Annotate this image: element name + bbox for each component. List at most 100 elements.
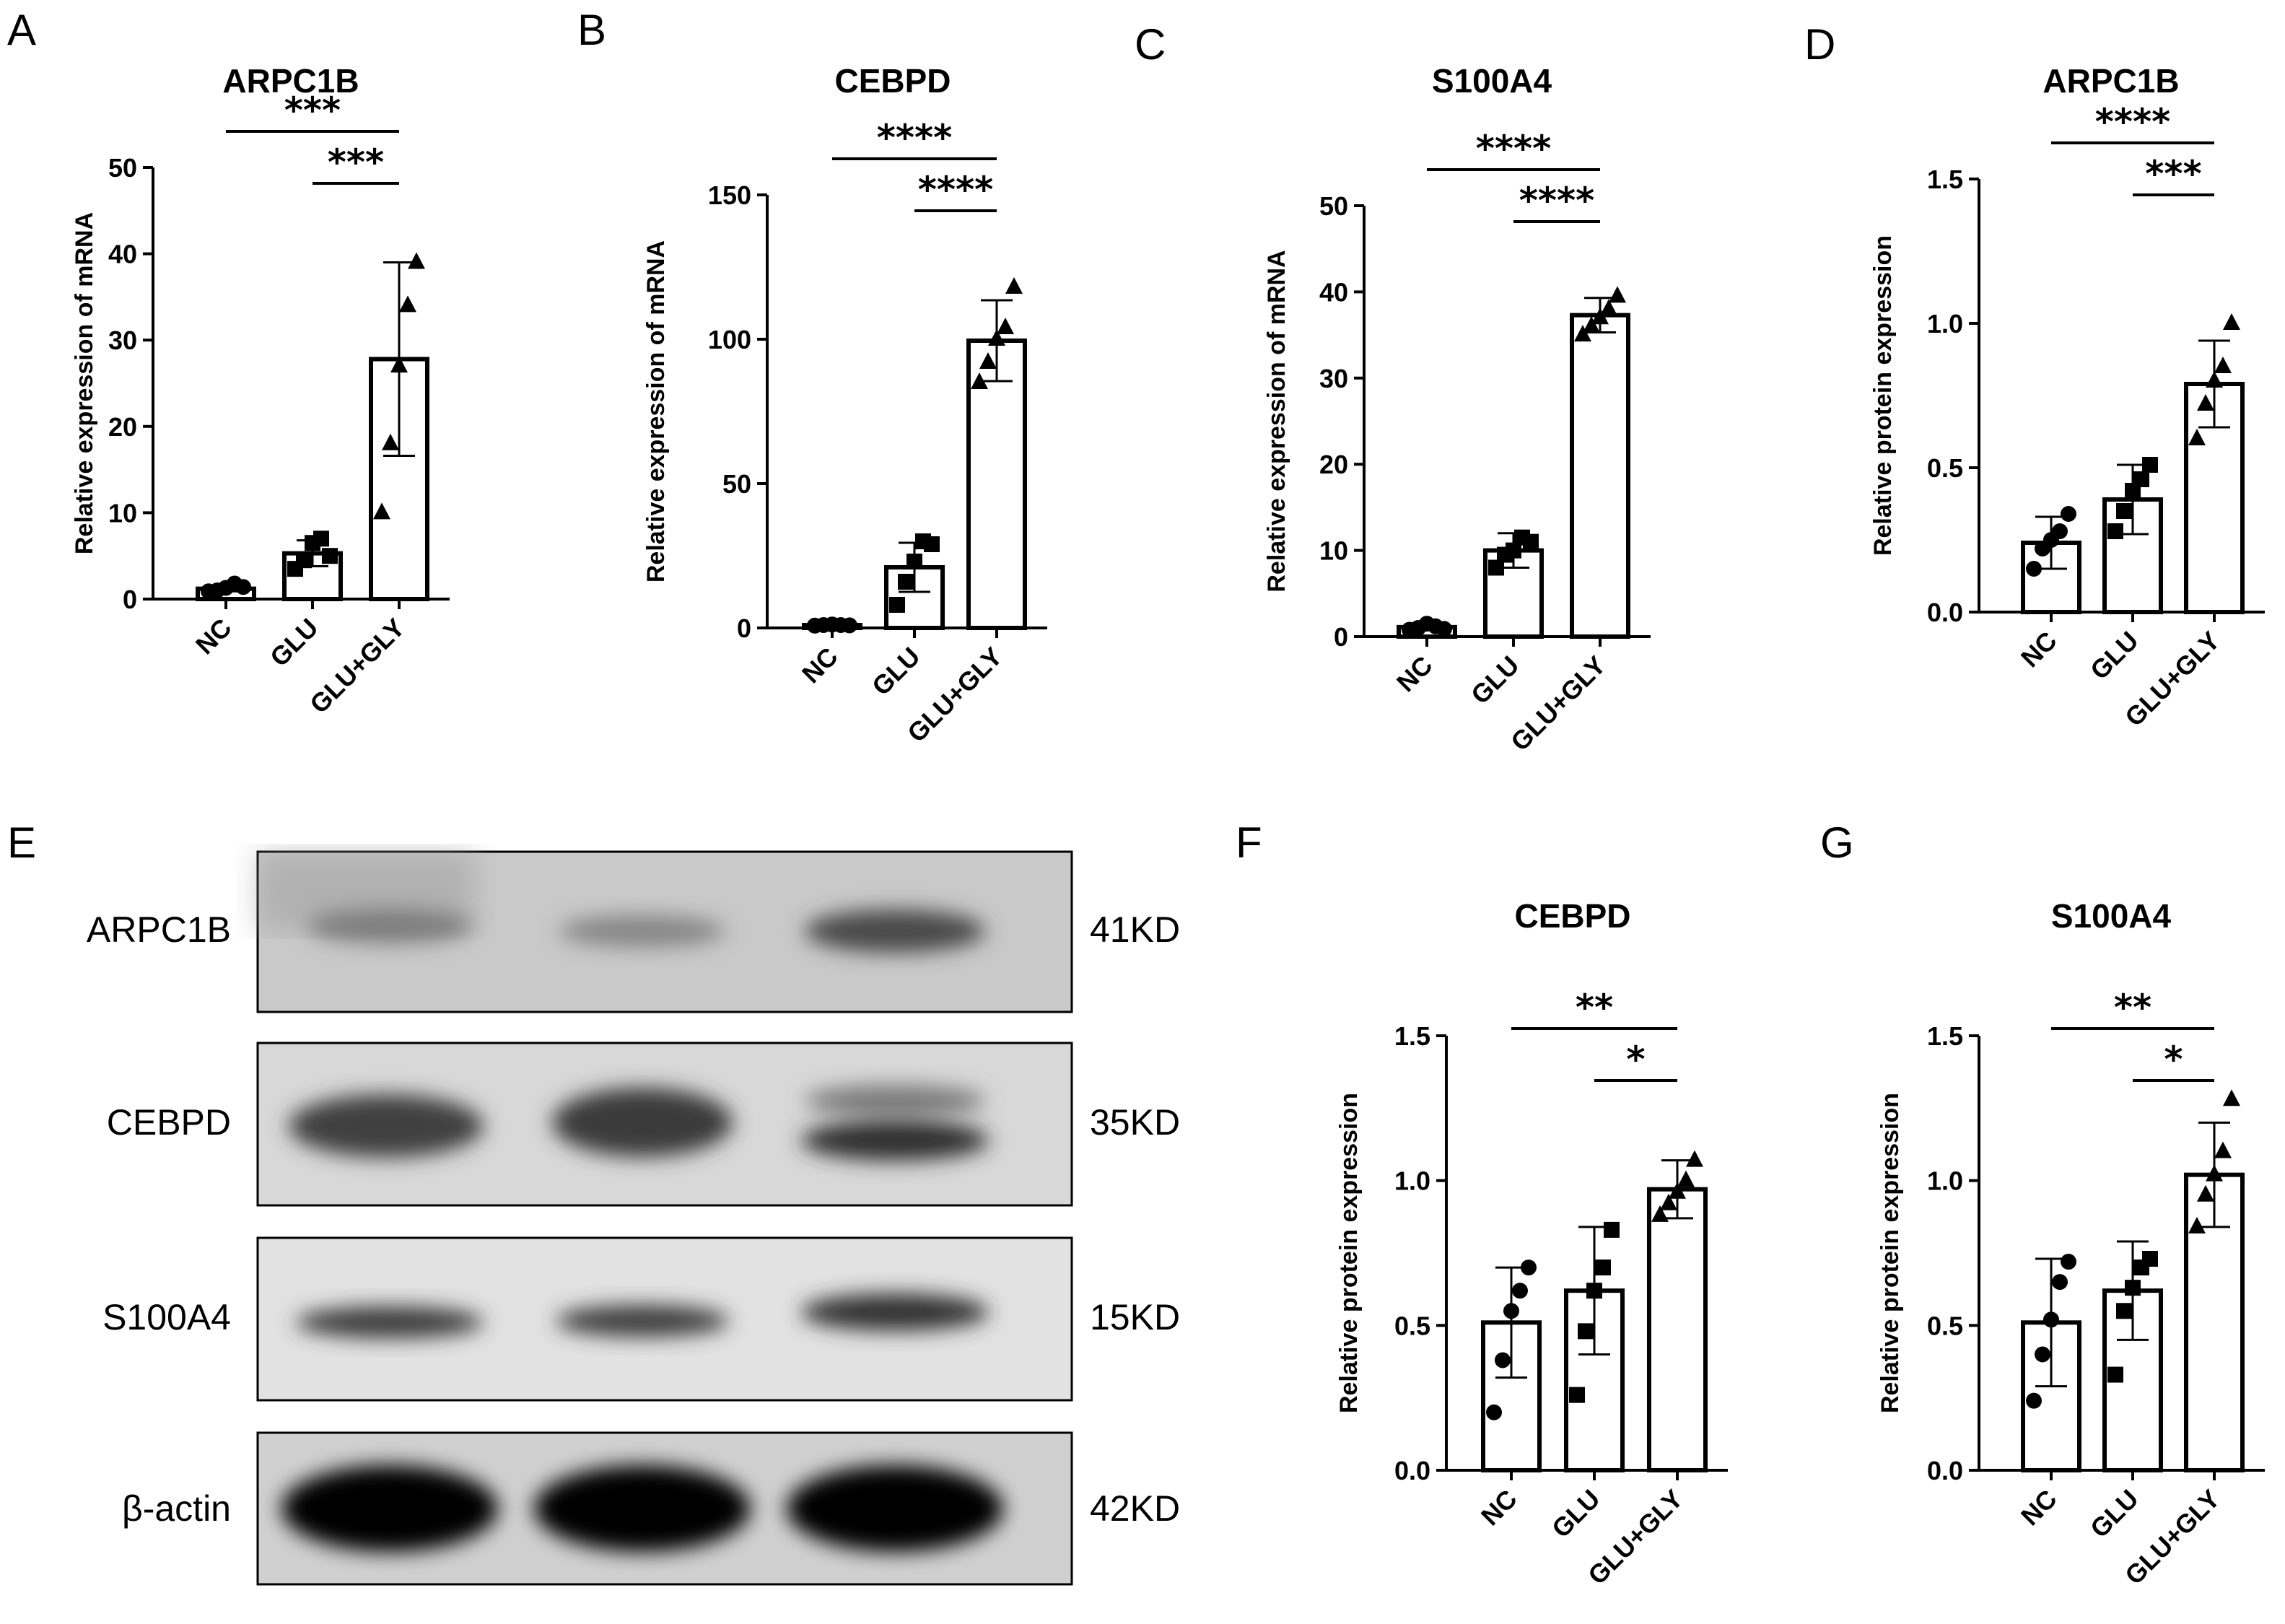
data-point bbox=[1488, 559, 1504, 576]
band bbox=[805, 1085, 985, 1117]
blot-label-beta-actin: β-actin bbox=[122, 1488, 231, 1529]
y-tick-label: 10 bbox=[108, 498, 137, 528]
data-point bbox=[1609, 286, 1626, 303]
significance-label: *** bbox=[328, 141, 384, 183]
chart-g-s100a4-protein: S100A4 Relative protein expression 0.0 0.5 1… bbox=[1877, 897, 2265, 1590]
y-tick-label: 0.5 bbox=[1927, 1311, 1963, 1340]
chart-title: CEBPD bbox=[1514, 897, 1630, 935]
data-point bbox=[1686, 1150, 1703, 1167]
blot-strip-beta-actin bbox=[256, 1431, 1073, 1586]
blot-strip-cebpd bbox=[256, 1042, 1073, 1207]
y-axis-label: Relative expression of mRNA bbox=[1263, 250, 1290, 592]
panel-label-d: D bbox=[1804, 20, 1835, 69]
significance-label: **** bbox=[1476, 128, 1552, 170]
x-tick-label: GLU bbox=[264, 613, 324, 673]
data-point bbox=[1669, 1182, 1686, 1199]
data-point bbox=[2107, 1366, 2123, 1383]
x-tick-label: GLU+GLY bbox=[1505, 650, 1612, 757]
data-point bbox=[979, 352, 997, 369]
y-tick-label: 0.0 bbox=[1927, 598, 1963, 627]
x-tick-label: GLU bbox=[866, 642, 926, 702]
x-tick-label: NC bbox=[796, 642, 844, 689]
panel-label-c: C bbox=[1135, 20, 1166, 69]
band bbox=[534, 1465, 751, 1552]
data-point bbox=[2223, 313, 2240, 330]
data-point bbox=[313, 531, 329, 547]
band bbox=[805, 909, 985, 953]
y-axis-label: Relative protein expression bbox=[1335, 1093, 1363, 1413]
chart-title: S100A4 bbox=[2051, 897, 2172, 935]
y-axis-label: Relative expression of mRNA bbox=[71, 212, 98, 554]
y-tick-label: 0 bbox=[123, 585, 137, 614]
data-point bbox=[2052, 523, 2068, 539]
x-tick-label: GLU bbox=[2084, 1484, 2144, 1544]
blot-strip-s100a4 bbox=[256, 1236, 1073, 1402]
y-tick-label: 50 bbox=[1319, 191, 1348, 221]
data-point bbox=[1578, 1323, 1594, 1340]
x-tick-label: NC bbox=[190, 613, 237, 660]
panel-label-g: G bbox=[1820, 818, 1854, 867]
data-point bbox=[2116, 1303, 2132, 1319]
chart-title: ARPC1B bbox=[2042, 62, 2179, 100]
data-point bbox=[2026, 561, 2042, 577]
data-point bbox=[1604, 1221, 1620, 1238]
y-tick-label: 1.0 bbox=[1927, 1166, 1963, 1196]
y-tick-label: 1.0 bbox=[1394, 1166, 1430, 1196]
data-point bbox=[1503, 1303, 1519, 1319]
x-tick-label: NC bbox=[2015, 626, 2063, 673]
data-point bbox=[1506, 542, 1521, 559]
x-tick-label: NC bbox=[1391, 650, 1438, 698]
y-tick-label: 1.0 bbox=[1927, 309, 1963, 339]
data-point bbox=[924, 536, 940, 552]
y-tick-label: 0.0 bbox=[1927, 1456, 1963, 1485]
data-point bbox=[2206, 1164, 2223, 1182]
data-point bbox=[2197, 1184, 2214, 1202]
data-point bbox=[2214, 357, 2232, 373]
x-tick-label: NC bbox=[2015, 1484, 2063, 1532]
data-point bbox=[1569, 1387, 1585, 1403]
data-point bbox=[1600, 299, 1617, 316]
x-tick-label: GLU bbox=[2084, 626, 2144, 686]
y-axis-label: Relative expression of mRNA bbox=[642, 240, 670, 582]
chart-c-s100a4-mrna: S100A4 Relative expression of mRNA 0 10 20 30… bbox=[1263, 62, 1651, 756]
y-axis-label: Relative protein expression bbox=[1869, 235, 1897, 556]
band bbox=[281, 1465, 498, 1552]
data-point bbox=[1574, 325, 1591, 342]
y-tick-label: 0.0 bbox=[1394, 1456, 1430, 1485]
panel-label-f: F bbox=[1236, 818, 1262, 867]
y-tick-label: 20 bbox=[1319, 450, 1348, 479]
data-point bbox=[1512, 1283, 1528, 1299]
data-point bbox=[2035, 1346, 2050, 1363]
chart-b-cebpd-mrna: CEBPD Relative expression of mRNA 0 50 100 15… bbox=[642, 62, 1047, 748]
x-tick-label: GLU+GLY bbox=[304, 613, 411, 720]
band bbox=[559, 915, 725, 947]
band bbox=[289, 1094, 484, 1158]
data-point bbox=[1486, 1404, 1502, 1420]
data-point bbox=[2043, 1311, 2059, 1328]
chart-title: CEBPD bbox=[834, 62, 951, 100]
x-tick-label: NC bbox=[1475, 1484, 1523, 1532]
y-tick-label: 0.5 bbox=[1927, 453, 1963, 483]
y-tick-label: 0 bbox=[1334, 622, 1348, 652]
significance-label: **** bbox=[1519, 180, 1595, 222]
significance-label: *** bbox=[2145, 153, 2201, 195]
data-point bbox=[2061, 1254, 2076, 1270]
band bbox=[787, 1465, 1003, 1552]
y-tick-label: 20 bbox=[108, 412, 137, 442]
data-point bbox=[2133, 471, 2149, 487]
data-point bbox=[898, 574, 914, 590]
band bbox=[801, 1120, 989, 1161]
chart-d-arpc1b-protein: ARPC1B Relative protein expression 0.0 0.5 1… bbox=[1869, 62, 2265, 732]
blot-size-s100a4: 15KD bbox=[1090, 1297, 1180, 1337]
significance-label: ** bbox=[2114, 987, 2151, 1029]
band bbox=[556, 1305, 729, 1337]
y-tick-label: 40 bbox=[1319, 277, 1348, 307]
y-tick-label: 50 bbox=[108, 153, 137, 183]
y-tick-label: 30 bbox=[108, 326, 137, 355]
significance-label: * bbox=[1626, 1039, 1645, 1081]
data-point bbox=[997, 318, 1014, 334]
data-point bbox=[2188, 429, 2206, 445]
data-point bbox=[1523, 533, 1539, 550]
data-point bbox=[235, 579, 251, 595]
